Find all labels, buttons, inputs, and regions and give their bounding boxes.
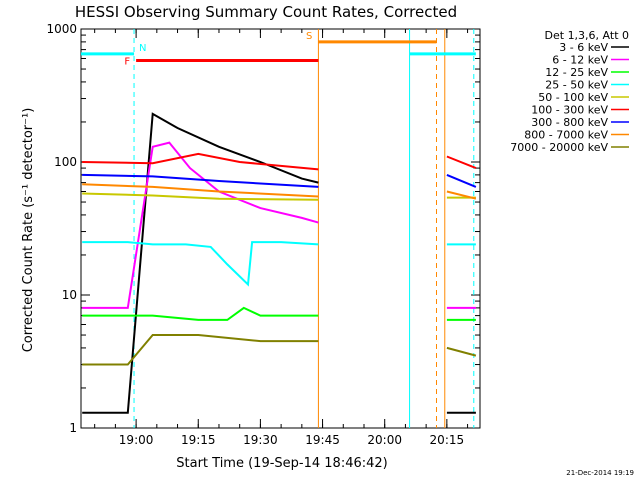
series-line (82, 306, 476, 321)
x-tick-label: 19:30 (243, 433, 278, 447)
legend-label: 3 - 6 keV (559, 41, 608, 54)
legend-label: 50 - 100 keV (538, 91, 608, 104)
legend-label: 300 - 800 keV (531, 116, 608, 129)
y-tick-label: 10 (62, 288, 77, 302)
series-line (82, 183, 477, 200)
series-line (82, 173, 477, 188)
plot-frame (80, 28, 481, 429)
legend-label: 12 - 25 keV (545, 66, 608, 79)
state-bar-label: S (306, 31, 312, 42)
plot-area: 1 10 100 1000 19:00 19:15 19:30 19:45 20:00 20:15… (46, 22, 481, 447)
state-bar-label: F (124, 56, 130, 67)
series-line (82, 141, 476, 309)
legend-label: 800 - 7000 keV (524, 129, 608, 142)
chart-title: HESSI Observing Summary Count Rates, Cor… (75, 3, 457, 21)
x-tick-label: 19:00 (119, 433, 154, 447)
legend-label: 7000 - 20000 keV (510, 141, 608, 154)
x-tick-label: 20:00 (367, 433, 402, 447)
x-axis-label: Start Time (19-Sep-14 18:46:42) (176, 456, 387, 471)
series-line (82, 112, 476, 414)
state-bar-label: N (139, 43, 146, 54)
y-tick-label: 1000 (46, 22, 77, 36)
x-tick-label: 20:15 (430, 433, 465, 447)
x-tick-label: 19:15 (181, 433, 216, 447)
series-line (82, 334, 477, 366)
x-tick-label: 19:45 (305, 433, 340, 447)
legend-label: 25 - 50 keV (545, 79, 608, 92)
series-line (82, 241, 476, 287)
footer-date: 21-Dec-2014 19:19 (566, 469, 634, 477)
y-tick-label: 100 (54, 155, 77, 169)
legend-label: 100 - 300 keV (531, 104, 608, 117)
y-axis-label: Corrected Count Rate (s⁻¹ detector⁻¹) (21, 108, 36, 353)
series-line (82, 152, 477, 171)
legend-title: Det 1,3,6, Att 0 (545, 29, 629, 42)
legend-label: 6 - 12 keV (552, 54, 608, 67)
y-tick-label: 1 (69, 421, 77, 435)
